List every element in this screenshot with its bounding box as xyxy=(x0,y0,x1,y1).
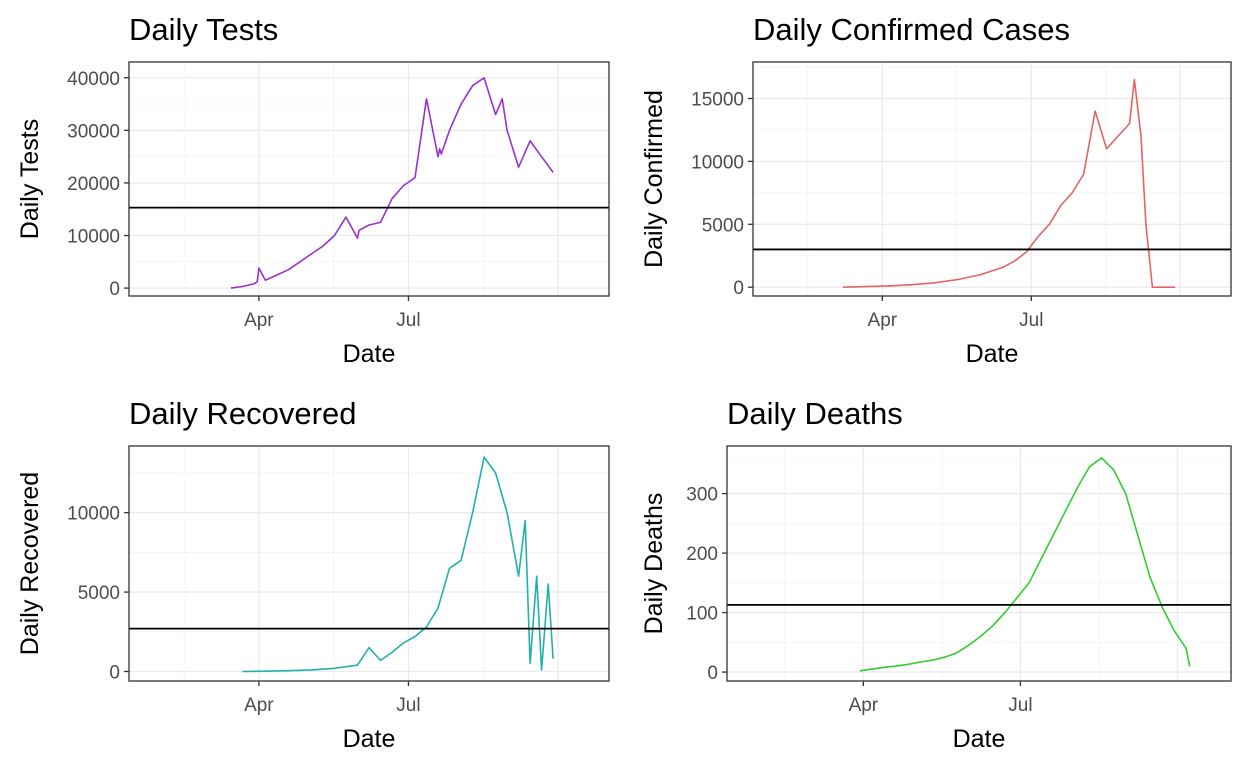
y-tick-label: 200 xyxy=(686,544,718,565)
x-axis-label: Date xyxy=(953,725,1006,753)
y-tick-label: 5000 xyxy=(702,215,744,236)
plot-frame xyxy=(752,61,1232,297)
x-axis-label: Date xyxy=(343,725,396,753)
y-tick-label: 40000 xyxy=(67,69,120,90)
panel-daily-recovered: 0 5000 10000 Apr Jul Daily Recovered Date Daily… xyxy=(16,396,610,753)
x-axis-label: Date xyxy=(343,340,396,368)
y-tick-label: 10000 xyxy=(67,227,120,248)
x-tick-label: Apr xyxy=(244,695,274,716)
series-line xyxy=(242,456,554,673)
chart-title: Daily Tests xyxy=(129,12,278,47)
y-tick-label: 0 xyxy=(109,279,120,300)
x-tick-label: Jul xyxy=(396,310,420,331)
y-axis-label: Daily Tests xyxy=(16,119,44,239)
y-axis-label: Daily Recovered xyxy=(16,472,44,655)
y-tick-label: 10000 xyxy=(691,152,744,173)
x-axis-label: Date xyxy=(966,340,1019,368)
y-tick-label: 100 xyxy=(686,604,718,625)
x-tick-label: Apr xyxy=(849,695,879,716)
y-axis-label: Daily Deaths xyxy=(640,493,668,635)
y-tick-label: 30000 xyxy=(67,121,120,142)
chart-title: Daily Deaths xyxy=(727,396,903,431)
series-line xyxy=(842,78,1176,289)
chart-title: Daily Confirmed Cases xyxy=(753,12,1070,47)
y-tick-label: 0 xyxy=(109,662,120,683)
y-tick-label: 0 xyxy=(707,663,718,684)
plot-frame xyxy=(726,445,1232,682)
x-tick-label: Jul xyxy=(1008,695,1032,716)
panel-daily-deaths: 0 100 200 300 Apr Jul Daily Deaths Date Daily De… xyxy=(640,396,1232,753)
x-tick-label: Apr xyxy=(244,310,274,331)
y-tick-label: 10000 xyxy=(67,504,120,525)
chart-title: Daily Recovered xyxy=(129,396,356,431)
y-tick-label: 5000 xyxy=(78,583,120,604)
y-axis-label: Daily Confirmed xyxy=(640,90,668,268)
x-tick-label: Jul xyxy=(396,695,420,716)
y-tick-label: 20000 xyxy=(67,174,120,195)
y-tick-label: 300 xyxy=(686,485,718,506)
series-line xyxy=(230,77,554,289)
plot-frame xyxy=(128,61,610,297)
y-tick-label: 0 xyxy=(733,278,744,299)
panel-daily-confirmed-cases: 0 5000 10000 15000 Apr Jul Daily Confirmed Cas… xyxy=(640,12,1232,368)
plot-frame xyxy=(128,445,610,682)
x-tick-label: Jul xyxy=(1019,310,1043,331)
series-line xyxy=(859,457,1191,672)
y-tick-label: 15000 xyxy=(691,89,744,110)
panel-daily-tests: 0 10000 20000 30000 40000 Apr Jul Daily Tests Da… xyxy=(16,12,610,368)
x-tick-label: Apr xyxy=(868,310,898,331)
